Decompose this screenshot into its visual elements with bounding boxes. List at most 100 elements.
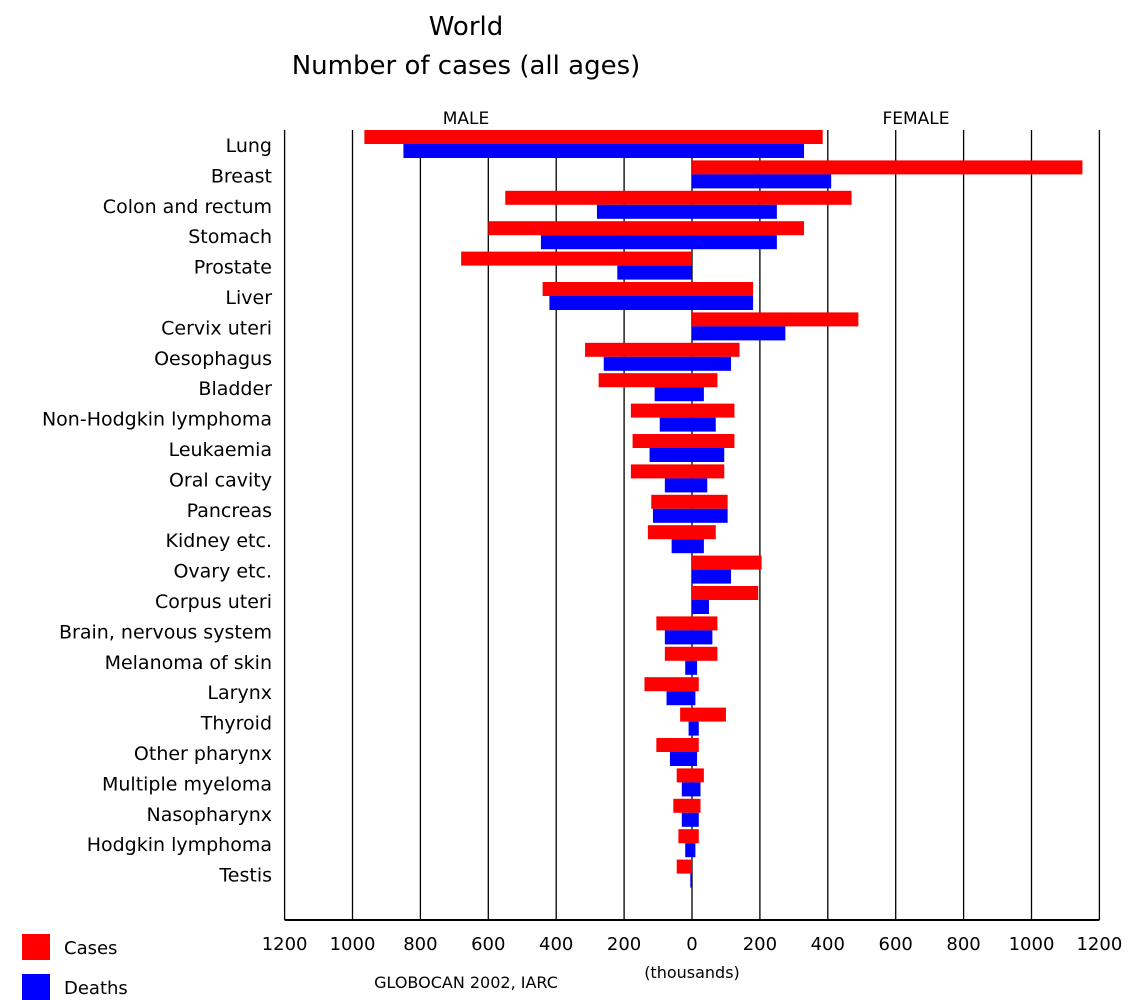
male-side-label: MALE bbox=[443, 109, 490, 129]
x-tick-label-3: 600 bbox=[471, 934, 505, 955]
bar-cases-female-7 bbox=[692, 342, 740, 357]
category-label-19: Thyroid bbox=[200, 713, 272, 735]
category-label-9: Non-Hodgkin lymphoma bbox=[42, 409, 272, 431]
category-label-1: Breast bbox=[211, 165, 272, 187]
bar-deaths-female-8 bbox=[692, 387, 704, 402]
bar-deaths-male-23 bbox=[685, 843, 692, 858]
bar-cases-male-22 bbox=[673, 798, 692, 813]
bar-deaths-male-13 bbox=[671, 539, 692, 554]
category-label-17: Melanoma of skin bbox=[105, 652, 272, 674]
bar-deaths-female-3 bbox=[692, 235, 777, 250]
bar-cases-female-20 bbox=[692, 738, 699, 752]
bar-deaths-male-24 bbox=[690, 873, 692, 888]
bar-cases-female-13 bbox=[692, 525, 716, 540]
bar-cases-female-9 bbox=[692, 403, 735, 418]
bar-cases-female-10 bbox=[692, 434, 735, 448]
bar-deaths-male-2 bbox=[596, 204, 692, 219]
bar-cases-male-20 bbox=[656, 738, 692, 752]
bar-deaths-male-3 bbox=[540, 235, 692, 250]
bar-deaths-female-17 bbox=[692, 660, 698, 675]
bar-deaths-female-2 bbox=[692, 204, 777, 219]
bar-cases-male-0 bbox=[364, 130, 692, 144]
bar-cases-female-2 bbox=[692, 190, 852, 205]
legend-label-cases: Cases bbox=[64, 938, 117, 959]
bar-cases-male-4 bbox=[461, 251, 692, 266]
chart-title: World bbox=[429, 12, 504, 42]
category-label-5: Liver bbox=[225, 287, 272, 309]
bar-deaths-male-9 bbox=[659, 417, 692, 432]
x-tick-label-11: 1000 bbox=[1009, 934, 1055, 955]
legend-label-deaths: Deaths bbox=[64, 978, 128, 999]
x-tick-label-9: 600 bbox=[879, 934, 913, 955]
bar-deaths-male-11 bbox=[664, 478, 692, 493]
bar-cases-male-17 bbox=[664, 646, 692, 661]
bars bbox=[364, 130, 1083, 888]
bar-deaths-male-4 bbox=[617, 265, 692, 280]
bar-cases-female-22 bbox=[692, 798, 701, 813]
x-tick-label-1: 1000 bbox=[330, 934, 376, 955]
bar-cases-female-11 bbox=[692, 464, 725, 479]
x-tick-label-0: 1200 bbox=[262, 934, 308, 955]
legend-swatch-deaths bbox=[22, 974, 50, 1000]
bar-cases-male-11 bbox=[630, 464, 692, 479]
x-tick-label-8: 400 bbox=[811, 934, 845, 955]
category-label-11: Oral cavity bbox=[169, 469, 272, 491]
legend-swatch-cases bbox=[22, 934, 50, 960]
bar-cases-female-8 bbox=[692, 373, 718, 388]
category-label-14: Ovary etc. bbox=[173, 561, 272, 583]
bar-cases-female-18 bbox=[692, 677, 699, 692]
bar-deaths-female-15 bbox=[692, 600, 709, 614]
bar-deaths-female-20 bbox=[692, 752, 698, 766]
bar-deaths-female-13 bbox=[692, 539, 704, 554]
source-note: GLOBOCAN 2002, IARC bbox=[374, 973, 558, 992]
category-label-2: Colon and rectum bbox=[103, 196, 272, 218]
bar-cases-male-18 bbox=[644, 677, 692, 692]
bar-cases-male-8 bbox=[598, 373, 692, 388]
bar-deaths-male-5 bbox=[549, 296, 692, 310]
bar-deaths-male-10 bbox=[649, 448, 692, 462]
category-label-15: Corpus uteri bbox=[155, 591, 272, 613]
category-label-10: Leukaemia bbox=[169, 439, 272, 461]
category-label-16: Brain, nervous system bbox=[59, 621, 272, 643]
x-axis-label: (thousands) bbox=[644, 963, 740, 982]
category-label-24: Testis bbox=[218, 865, 272, 887]
category-labels: Lung Breast Colon and rectum Stomach Prostat… bbox=[42, 135, 272, 887]
x-tick-label-6: 0 bbox=[686, 934, 697, 955]
x-tick-label-4: 400 bbox=[539, 934, 573, 955]
bar-cases-male-7 bbox=[585, 342, 692, 357]
x-tick-label-10: 800 bbox=[946, 934, 980, 955]
category-label-0: Lung bbox=[226, 135, 272, 157]
bar-deaths-female-19 bbox=[692, 721, 699, 736]
bar-cases-male-13 bbox=[647, 525, 692, 540]
bar-cases-female-6 bbox=[692, 312, 859, 327]
bar-cases-female-21 bbox=[692, 768, 704, 783]
bar-cases-female-12 bbox=[692, 494, 728, 509]
bar-deaths-female-22 bbox=[692, 812, 699, 827]
bar-deaths-male-18 bbox=[666, 691, 692, 706]
bar-deaths-female-21 bbox=[692, 782, 701, 797]
bar-cases-male-3 bbox=[488, 221, 692, 236]
category-label-22: Nasopharynx bbox=[147, 804, 272, 826]
bar-cases-female-23 bbox=[692, 829, 699, 844]
category-label-23: Hodgkin lymphoma bbox=[87, 834, 272, 856]
bar-cases-male-2 bbox=[505, 190, 692, 205]
bar-deaths-male-21 bbox=[681, 782, 692, 797]
bar-cases-male-21 bbox=[676, 768, 692, 783]
category-label-4: Prostate bbox=[194, 257, 272, 279]
bar-deaths-female-12 bbox=[692, 508, 728, 523]
bar-deaths-female-23 bbox=[692, 843, 696, 858]
bar-cases-male-10 bbox=[632, 434, 692, 448]
bar-deaths-male-17 bbox=[685, 660, 692, 675]
category-label-3: Stomach bbox=[188, 226, 272, 248]
category-label-7: Oesophagus bbox=[154, 348, 272, 370]
bar-deaths-male-7 bbox=[603, 356, 692, 371]
bar-cases-female-19 bbox=[692, 707, 726, 722]
bar-deaths-female-0 bbox=[692, 144, 805, 158]
bar-cases-male-24 bbox=[676, 859, 692, 874]
category-label-18: Larynx bbox=[207, 682, 272, 704]
female-side-label: FEMALE bbox=[882, 109, 949, 129]
category-label-12: Pancreas bbox=[187, 500, 272, 522]
bar-deaths-female-16 bbox=[692, 630, 713, 645]
bar-deaths-male-0 bbox=[403, 144, 692, 158]
bar-cases-male-23 bbox=[678, 829, 692, 844]
